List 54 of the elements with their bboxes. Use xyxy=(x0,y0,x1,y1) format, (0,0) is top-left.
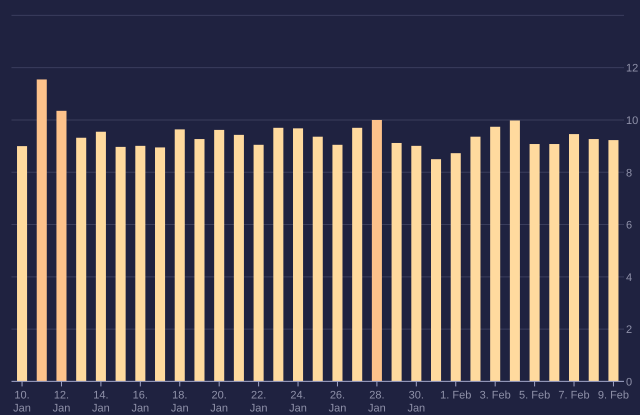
x-tick-label: 26. Jan xyxy=(328,389,346,414)
bar xyxy=(234,134,244,382)
y-tick-label: 4 xyxy=(626,272,632,284)
bar xyxy=(569,134,580,382)
bar xyxy=(116,146,126,382)
bar xyxy=(273,128,284,382)
x-tick-label: 30. Jan xyxy=(407,389,426,414)
y-tick-label: 12 xyxy=(626,62,638,75)
bar xyxy=(588,139,599,382)
bar xyxy=(17,146,28,382)
bar xyxy=(510,120,520,382)
bar xyxy=(608,140,618,382)
bar xyxy=(174,129,185,382)
bar xyxy=(194,139,204,382)
bar xyxy=(470,136,480,382)
x-tick-label: 20. Jan xyxy=(210,389,228,414)
bar xyxy=(490,126,500,382)
x-tick-label: 24. Jan xyxy=(289,389,307,414)
x-tick-label: 14. Jan xyxy=(92,389,110,414)
bar xyxy=(312,136,323,382)
bar xyxy=(155,147,166,382)
bar xyxy=(135,146,146,382)
x-tick-label: 12. Jan xyxy=(52,389,70,414)
x-tick-label: 16. Jan xyxy=(131,389,150,414)
x-tick-label: 1. Feb xyxy=(440,389,472,402)
y-tick-label: 2 xyxy=(626,324,632,336)
x-tick-label: 9. Feb xyxy=(598,389,630,402)
x-tick-label: 5. Feb xyxy=(519,389,550,402)
bar xyxy=(411,146,422,382)
x-tick-label: 3. Feb xyxy=(480,389,511,402)
bar xyxy=(214,130,224,382)
bar xyxy=(450,153,461,382)
x-tick-label: 7. Feb xyxy=(558,389,590,402)
y-tick-label: 6 xyxy=(626,220,632,232)
x-tick-label: 10. Jan xyxy=(13,389,31,414)
bar xyxy=(530,144,540,382)
bar xyxy=(549,144,560,382)
bar xyxy=(36,79,47,382)
bar xyxy=(56,110,66,382)
bar xyxy=(372,120,382,382)
y-tick-label: 0 xyxy=(626,376,632,388)
x-tick-label: 22. Jan xyxy=(250,389,268,414)
bar xyxy=(293,128,304,382)
bar xyxy=(431,159,442,382)
y-tick-label: 10 xyxy=(626,114,638,127)
bar xyxy=(254,144,264,382)
bar xyxy=(352,128,362,382)
x-tick-label: 18. Jan xyxy=(170,389,189,414)
bar xyxy=(96,132,106,382)
bar xyxy=(76,138,86,382)
bar xyxy=(332,144,342,382)
x-tick-label: 28. Jan xyxy=(368,389,386,414)
y-tick-label: 8 xyxy=(626,167,632,180)
bar xyxy=(392,142,402,382)
